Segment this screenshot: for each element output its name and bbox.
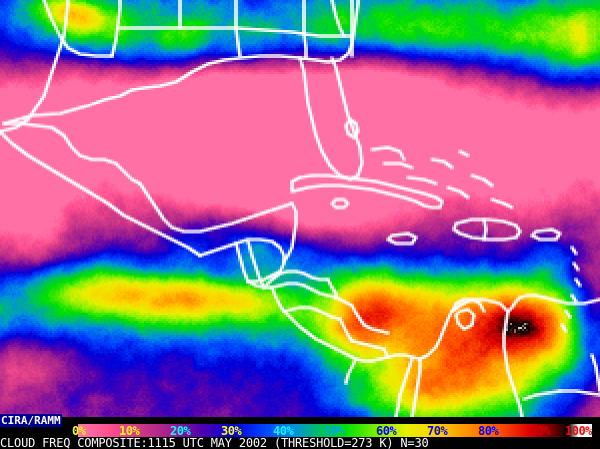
colorbar-tick-50: 50%	[324, 424, 345, 438]
colorbar-tick-30: 30%	[221, 424, 242, 438]
colorbar-tick-100: 100%	[565, 424, 592, 438]
colorbar-tick-10: 10%	[119, 424, 140, 438]
colorbar-gradient	[78, 424, 592, 438]
colorbar-tick-80: 80%	[478, 424, 499, 438]
colorbar-tick-70: 70%	[427, 424, 448, 438]
colorbar-tick-90: 90%	[530, 424, 551, 438]
cloud-frequency-satellite-map[interactable]	[0, 0, 600, 417]
colorbar-tick-20: 20%	[170, 424, 191, 438]
cira-ramm-credit: CIRA/RAMM	[0, 414, 62, 427]
colorbar-tick-0: 0%	[72, 424, 86, 438]
cloud-frequency-raster	[0, 0, 600, 417]
product-caption: CLOUD FREQ COMPOSITE:1115 UTC MAY 2002 (…	[0, 437, 600, 449]
colorbar[interactable]: 0% 10% 20% 30% 40% 50% 60% 70% 80% 90% 100%	[0, 424, 600, 438]
colorbar-tick-40: 40%	[273, 424, 294, 438]
colorbar-tick-60: 60%	[376, 424, 397, 438]
